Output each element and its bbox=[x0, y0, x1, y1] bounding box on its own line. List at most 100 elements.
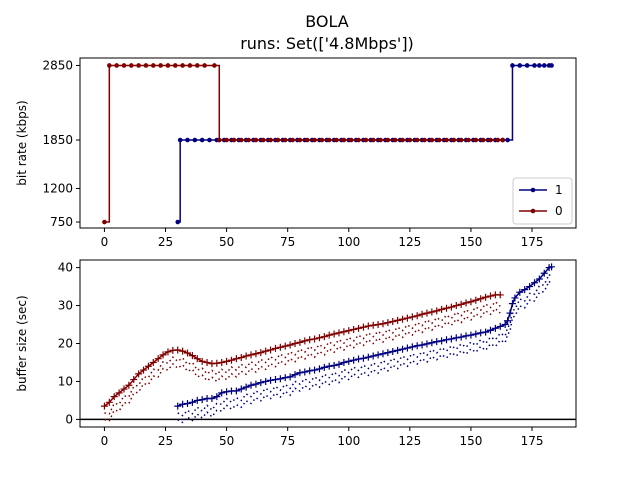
series-0-point bbox=[238, 137, 244, 143]
series-1-point bbox=[174, 402, 182, 410]
series-0-point bbox=[172, 63, 178, 68]
series-0-point bbox=[143, 63, 149, 68]
series-1-point bbox=[350, 356, 358, 364]
series-0-point bbox=[282, 137, 288, 143]
series-1-point bbox=[447, 335, 455, 343]
series-0-point bbox=[418, 310, 426, 318]
series-0-point bbox=[105, 398, 113, 406]
series-1-point bbox=[516, 288, 524, 296]
series-0-point bbox=[320, 333, 328, 341]
series-0-point bbox=[224, 137, 229, 143]
series-1-point bbox=[549, 63, 554, 68]
series-1-point bbox=[257, 379, 265, 387]
series-0-point bbox=[144, 362, 152, 370]
series-0-point bbox=[399, 315, 407, 323]
series-0-point bbox=[374, 321, 382, 329]
series-1-point bbox=[184, 399, 192, 407]
x-tick-label: 175 bbox=[521, 434, 544, 448]
series-0-point bbox=[480, 137, 486, 143]
series-1-point bbox=[262, 377, 270, 385]
series-0-line bbox=[104, 64, 503, 223]
series-0-point bbox=[231, 137, 237, 143]
series-1-point bbox=[413, 342, 421, 350]
series-1-point bbox=[369, 352, 377, 360]
series-1-point bbox=[389, 347, 397, 355]
series-0-point bbox=[315, 334, 323, 342]
series-0-point bbox=[458, 137, 464, 143]
series-0-point bbox=[433, 307, 441, 315]
series-1-point bbox=[491, 324, 499, 332]
series-1-point bbox=[207, 137, 212, 143]
series-1-point bbox=[504, 317, 512, 325]
series-0-point bbox=[340, 328, 348, 336]
series-0-point bbox=[216, 137, 222, 143]
series-0-point bbox=[246, 137, 251, 143]
series-0-point bbox=[125, 381, 133, 389]
series-0-point bbox=[379, 320, 387, 328]
series-0-point bbox=[281, 342, 289, 350]
series-1-point bbox=[223, 388, 231, 396]
series-0-point bbox=[457, 300, 465, 308]
series-0-point bbox=[121, 63, 127, 68]
series-0-point bbox=[462, 299, 470, 307]
series-1-point bbox=[237, 385, 245, 393]
series-0-point bbox=[341, 137, 347, 143]
series-1-point bbox=[247, 381, 255, 389]
series-0-point bbox=[306, 336, 314, 344]
series-1-point bbox=[325, 362, 333, 370]
chart-title: BOLA bbox=[305, 12, 349, 31]
series-0-point bbox=[500, 137, 505, 143]
chart-subtitle: runs: Set(['4.8Mbps']) bbox=[240, 34, 414, 53]
series-1-point bbox=[252, 380, 260, 388]
buffer-chart: 0 25 50 75 100 125 150 175 0 10 20 30 40 buffer size … bbox=[15, 259, 577, 448]
series-0-point bbox=[194, 63, 200, 68]
series-0-point bbox=[149, 358, 157, 366]
series-1-point bbox=[267, 376, 275, 384]
series-1-point bbox=[345, 357, 353, 365]
series-0-point bbox=[268, 137, 273, 143]
series-0-point bbox=[102, 219, 107, 225]
series-0-point bbox=[312, 137, 317, 143]
series-1-point bbox=[301, 368, 309, 376]
x-tick-label: 75 bbox=[280, 235, 295, 249]
series-1-point bbox=[379, 350, 387, 358]
series-1-point bbox=[218, 389, 226, 397]
series-1-point bbox=[486, 326, 494, 334]
series-0-point bbox=[364, 322, 372, 330]
series-0-point bbox=[472, 296, 480, 304]
series-1-point bbox=[462, 332, 470, 340]
series-0-point bbox=[179, 347, 187, 355]
series-1-point bbox=[501, 321, 509, 329]
series-1-point bbox=[438, 337, 446, 345]
x-tick-label: 100 bbox=[337, 434, 360, 448]
y-tick-label: 10 bbox=[58, 374, 73, 388]
series-0-point bbox=[213, 359, 221, 367]
series-0-point bbox=[438, 305, 446, 313]
series-1-dotted-1 bbox=[177, 279, 553, 424]
series-0-point bbox=[135, 370, 143, 378]
series-1-point bbox=[281, 374, 289, 382]
series-0-point bbox=[325, 331, 333, 339]
series-0-point bbox=[334, 137, 339, 143]
series-1-point bbox=[506, 309, 514, 317]
legend-marker-1 bbox=[530, 187, 536, 193]
series-1-point bbox=[271, 376, 279, 384]
axes-frame bbox=[79, 57, 577, 229]
series-0-point bbox=[496, 291, 504, 299]
series-1-point bbox=[306, 367, 314, 375]
series-1-point bbox=[208, 395, 216, 403]
series-1-point bbox=[193, 396, 201, 404]
axes-frame bbox=[79, 259, 577, 428]
series-0-point bbox=[345, 327, 353, 335]
series-0-point bbox=[429, 137, 435, 143]
x-tick-label: 25 bbox=[158, 434, 173, 448]
series-0-point bbox=[100, 402, 108, 410]
series-0-point bbox=[202, 63, 207, 68]
series-0-point bbox=[212, 63, 217, 68]
series-0-point bbox=[180, 63, 185, 68]
series-1-point bbox=[524, 63, 530, 68]
series-0-point bbox=[482, 293, 490, 301]
series-0-point bbox=[473, 137, 479, 143]
series-0-point bbox=[385, 137, 391, 143]
